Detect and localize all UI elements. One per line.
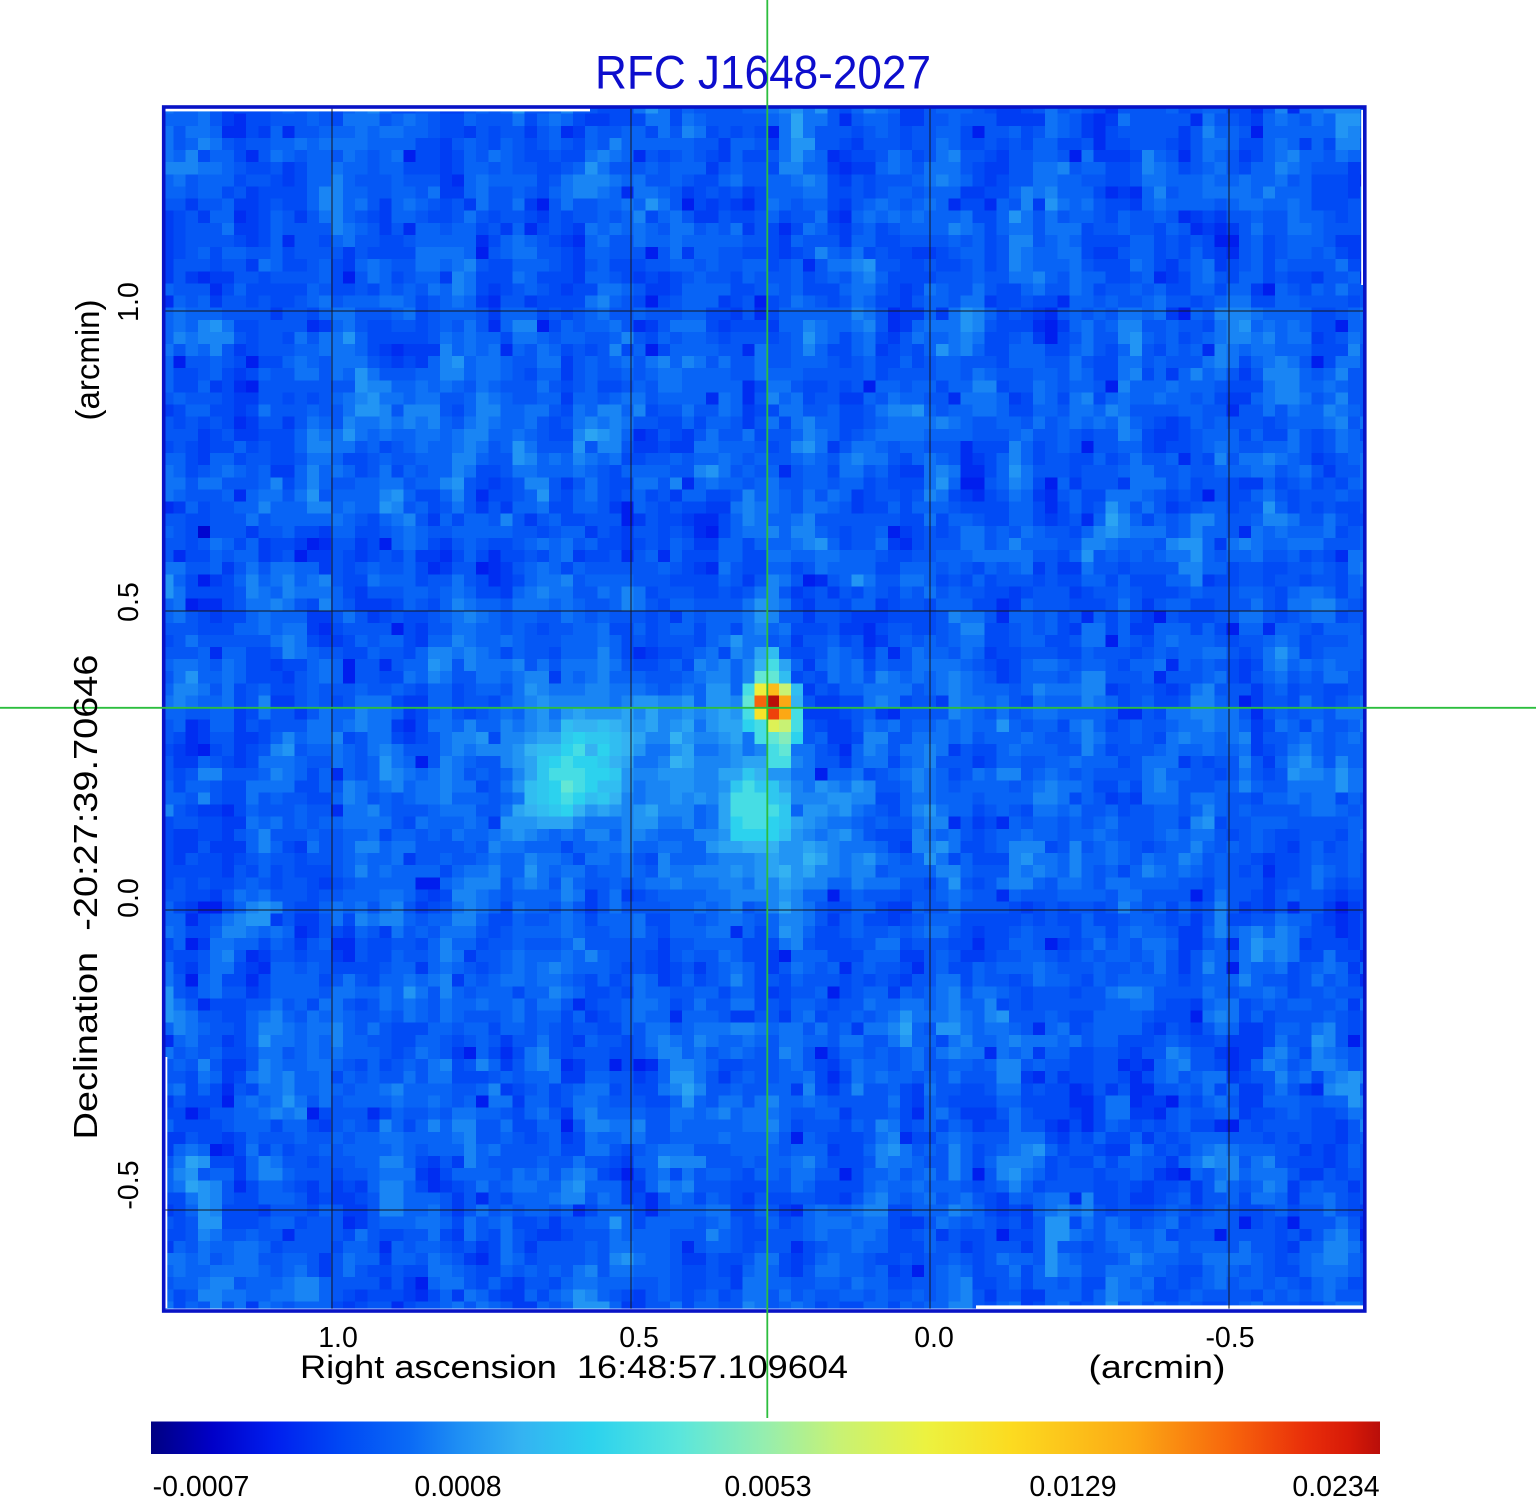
svg-text:1.0: 1.0 [113,282,145,322]
svg-text:RFC J1648-2027: RFC J1648-2027 [595,46,931,99]
svg-text:1.0: 1.0 [318,1322,358,1354]
svg-text:-0.5: -0.5 [113,1160,145,1209]
svg-text:0.0: 0.0 [113,878,145,918]
svg-text:Right ascension 16:48:57.1096: Right ascension 16:48:57.109604 [300,1349,848,1385]
svg-text:0.0: 0.0 [914,1322,954,1354]
svg-text:-0.0007: -0.0007 [153,1471,250,1503]
svg-text:(arcmin): (arcmin) [69,300,106,421]
svg-text:0.5: 0.5 [619,1322,659,1354]
svg-text:-0.5: -0.5 [1205,1322,1254,1354]
svg-text:0.0008: 0.0008 [414,1471,501,1503]
svg-text:0.5: 0.5 [113,582,145,622]
svg-text:0.0053: 0.0053 [724,1471,811,1503]
svg-text:(arcmin): (arcmin) [1089,1349,1226,1385]
svg-text:0.0234: 0.0234 [1292,1471,1379,1503]
svg-text:0.0129: 0.0129 [1029,1471,1116,1503]
svg-text:Declination -20:27:39.70646: Declination -20:27:39.70646 [67,655,104,1140]
